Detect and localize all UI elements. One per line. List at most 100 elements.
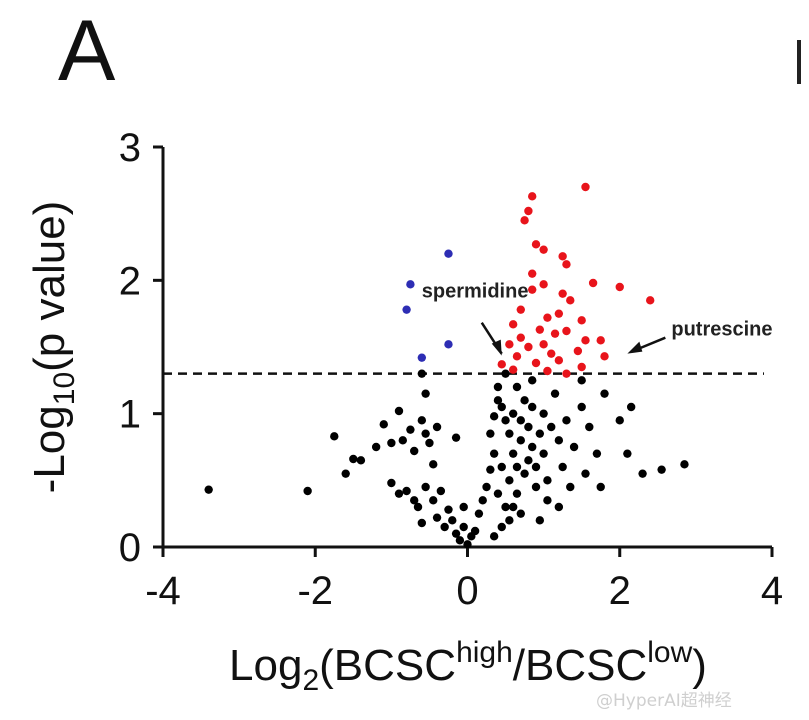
data-point-up [516,333,525,342]
data-point-up [566,296,575,305]
x-tick-label: 0 [456,569,478,613]
data-point-up [543,313,552,322]
data-point-up [535,325,545,334]
data-point-ns [429,496,438,505]
data-point-ns [508,502,518,512]
data-point-ns [482,482,491,492]
data-point-ns [379,420,388,429]
data-point-ns [569,442,579,452]
data-point-ns [459,522,468,532]
data-point-ns [539,409,548,418]
panel-letter: A [58,3,116,99]
data-point-ns [592,449,602,458]
data-point-ns [463,540,472,549]
y-tick-label: 3 [119,126,141,170]
data-point-up [550,329,560,338]
data-point-up [615,282,624,292]
data-point-ns [497,402,506,412]
data-point-up [528,285,537,294]
data-point-ns [451,529,461,538]
data-point-ns [600,389,609,398]
data-point-ns [394,489,404,498]
data-point-ns [413,502,423,512]
data-point-ns [501,416,510,425]
annotation-label: spermidine [422,281,529,303]
data-point-up [508,320,518,329]
data-point-ns [554,502,564,512]
data-point-ns [516,416,525,425]
data-point-ns [486,429,495,438]
data-point-ns [356,456,366,465]
data-point-ns [432,422,442,432]
y-tick-label: 2 [119,259,141,303]
data-point-up [573,346,583,356]
data-point-ns [341,469,350,478]
data-point-ns [524,456,533,465]
data-point-ns [562,416,571,425]
data-point-ns [638,469,647,478]
data-point-up [558,252,567,261]
data-point-ns [531,482,541,492]
axes [161,147,772,549]
data-point-ns [425,438,434,448]
data-point-ns [531,462,541,472]
data-point-ns [508,409,518,418]
data-point-up [562,260,571,269]
data-point-ns [543,496,552,505]
x-axis-title: Log2(BCSChigh/BCSClow) [229,636,707,697]
data-point-ns [516,436,525,445]
data-point-ns [410,446,419,456]
data-point-up [520,216,529,225]
data-point-ns [417,518,427,528]
data-point-ns [489,412,499,421]
data-point-up [581,336,590,345]
data-point-up [508,365,518,374]
data-point-up [539,280,548,289]
data-point-ns [489,449,499,458]
data-point-ns [528,376,537,385]
data-point-ns [657,465,666,474]
annotations: spermidine putrescine [422,281,773,356]
data-point-ns [550,389,560,398]
data-point-ns [451,433,461,442]
ticks: -4 -2 0 2 4 0 1 2 3 [119,126,783,613]
y-axis-title: -Log10(p value) [25,201,81,494]
data-point-ns [371,442,381,452]
data-point-up [505,340,514,349]
data-point-ns [524,422,533,432]
data-point-up [562,369,571,378]
x-tick-label: 2 [609,569,631,613]
data-point-ns [387,478,396,488]
data-point-ns [432,513,442,522]
data-point-up [497,360,506,369]
data-point-ns [349,454,358,464]
data-point-up [528,192,537,201]
data-point-up [588,278,598,288]
data-points [204,182,689,549]
data-point-ns [626,402,636,412]
data-point-up [596,336,605,345]
data-point-ns [508,449,518,458]
data-point-up [562,326,571,336]
data-point-ns [448,516,457,525]
annotation-arrowhead [491,339,502,356]
data-point-ns [474,509,484,518]
data-point-ns [528,442,537,452]
data-point-ns [554,436,564,445]
data-point-ns [330,432,339,441]
data-point-ns [577,402,586,412]
data-point-ns [543,476,552,485]
annotation-arrowhead [627,341,643,354]
data-point-ns [406,425,415,434]
data-point-up [577,362,586,372]
data-point-ns [558,462,567,472]
data-point-ns [204,485,213,494]
data-point-ns [497,462,506,472]
data-point-ns [505,476,514,485]
x-tick-label: 4 [761,569,783,613]
data-point-ns [566,482,575,492]
data-point-ns [501,502,510,512]
data-point-ns [410,496,419,505]
data-point-up [543,366,552,376]
